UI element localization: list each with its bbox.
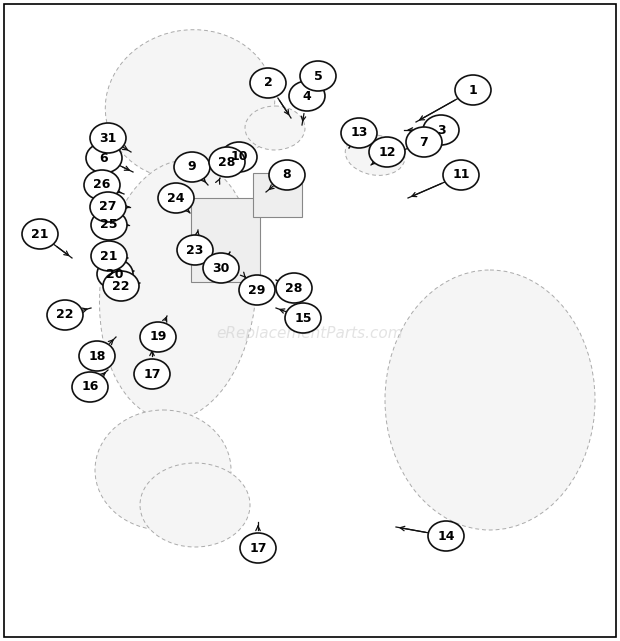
Ellipse shape — [239, 275, 275, 305]
Ellipse shape — [91, 210, 127, 240]
Text: 12: 12 — [378, 146, 396, 158]
Ellipse shape — [177, 235, 213, 265]
Text: 25: 25 — [100, 219, 118, 231]
Ellipse shape — [105, 29, 275, 180]
Ellipse shape — [158, 183, 194, 213]
Text: 11: 11 — [452, 169, 470, 181]
Ellipse shape — [86, 143, 122, 173]
Text: 6: 6 — [100, 151, 108, 165]
Ellipse shape — [443, 160, 479, 190]
Text: 28: 28 — [285, 281, 303, 294]
Text: 17: 17 — [249, 542, 267, 554]
Ellipse shape — [84, 170, 120, 200]
Text: 15: 15 — [294, 312, 312, 324]
Ellipse shape — [423, 115, 459, 145]
Ellipse shape — [134, 359, 170, 389]
Ellipse shape — [385, 270, 595, 530]
Text: eReplacementParts.com: eReplacementParts.com — [216, 326, 404, 341]
Ellipse shape — [345, 135, 405, 176]
Ellipse shape — [285, 303, 321, 333]
Text: 19: 19 — [149, 331, 167, 344]
Text: 16: 16 — [81, 381, 99, 394]
Text: 29: 29 — [249, 283, 266, 297]
Text: 22: 22 — [112, 279, 130, 292]
Ellipse shape — [455, 75, 491, 105]
Text: 4: 4 — [303, 90, 311, 103]
Ellipse shape — [276, 273, 312, 303]
Text: 20: 20 — [106, 267, 124, 281]
Text: 13: 13 — [350, 126, 368, 140]
Ellipse shape — [341, 118, 377, 148]
Text: 21: 21 — [100, 249, 118, 263]
Text: 27: 27 — [99, 201, 117, 213]
Text: 10: 10 — [230, 151, 248, 163]
Text: 23: 23 — [187, 244, 204, 256]
FancyBboxPatch shape — [253, 173, 302, 217]
Ellipse shape — [221, 142, 257, 172]
Ellipse shape — [90, 123, 126, 153]
Ellipse shape — [300, 61, 336, 91]
Ellipse shape — [428, 521, 464, 551]
Ellipse shape — [289, 81, 325, 111]
Text: 7: 7 — [420, 135, 428, 149]
Text: 8: 8 — [283, 169, 291, 181]
Ellipse shape — [22, 219, 58, 249]
Text: 18: 18 — [88, 349, 105, 363]
Text: 17: 17 — [143, 367, 161, 381]
Ellipse shape — [140, 463, 250, 547]
Ellipse shape — [209, 147, 245, 177]
Ellipse shape — [47, 300, 83, 330]
Ellipse shape — [203, 253, 239, 283]
Ellipse shape — [79, 341, 115, 371]
Text: 22: 22 — [56, 308, 74, 322]
Ellipse shape — [95, 410, 231, 530]
Ellipse shape — [369, 137, 405, 167]
Text: 5: 5 — [314, 69, 322, 83]
Ellipse shape — [103, 271, 139, 301]
Ellipse shape — [99, 160, 257, 420]
Text: 14: 14 — [437, 529, 454, 542]
Ellipse shape — [240, 533, 276, 563]
Ellipse shape — [174, 152, 210, 182]
Ellipse shape — [269, 160, 305, 190]
Ellipse shape — [245, 106, 305, 150]
Text: 9: 9 — [188, 160, 197, 174]
Text: 26: 26 — [94, 178, 111, 192]
Ellipse shape — [97, 259, 133, 289]
Ellipse shape — [140, 322, 176, 352]
Ellipse shape — [91, 241, 127, 271]
Text: 28: 28 — [218, 156, 236, 169]
Ellipse shape — [406, 127, 442, 157]
Text: 21: 21 — [31, 228, 49, 240]
Ellipse shape — [250, 68, 286, 98]
Ellipse shape — [90, 192, 126, 222]
Text: 2: 2 — [264, 76, 272, 90]
Text: 31: 31 — [99, 131, 117, 144]
Text: 30: 30 — [212, 262, 229, 274]
Ellipse shape — [72, 372, 108, 402]
FancyBboxPatch shape — [191, 198, 260, 282]
Text: 1: 1 — [469, 83, 477, 97]
Text: 24: 24 — [167, 192, 185, 204]
Text: 3: 3 — [436, 124, 445, 137]
